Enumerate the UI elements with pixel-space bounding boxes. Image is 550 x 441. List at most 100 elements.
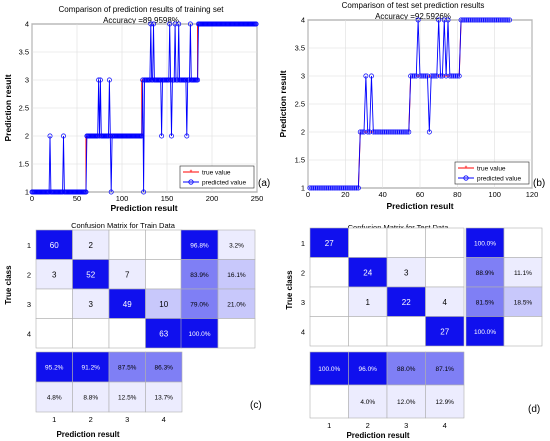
panel-a-x-ticks: 0 50 100 150 200 250 xyxy=(30,194,263,203)
a-x-tick-label: 150 xyxy=(161,194,174,203)
c-col-summary-value: 8.8% xyxy=(83,395,98,402)
panel-a-series xyxy=(29,21,259,195)
b-predicted-point xyxy=(367,129,373,135)
b-predicted-point xyxy=(484,17,490,23)
b-predicted-point xyxy=(497,17,503,23)
b-predicted-point xyxy=(408,73,414,79)
panel-c-title: Confusion Matrix for Train Data xyxy=(71,221,176,230)
b-predicted-point xyxy=(333,185,339,191)
d-col-summary-cell xyxy=(425,351,465,386)
b-y-tick-label: 3 xyxy=(301,72,305,81)
d-col-summary-value: 4.0% xyxy=(360,399,375,406)
a-predicted-point xyxy=(148,21,154,27)
c-cell xyxy=(108,259,146,290)
d-row-summary-value: 100.0% xyxy=(474,240,496,247)
a-predicted-point xyxy=(253,21,259,27)
a-predicted-point xyxy=(172,21,178,27)
b-predicted-point xyxy=(391,129,397,135)
c-row-summary-cell xyxy=(180,288,219,319)
d-cell xyxy=(348,257,388,288)
b-predicted-point xyxy=(352,185,358,191)
c-cell xyxy=(145,288,183,319)
b-predicted-point xyxy=(344,185,350,191)
b-predicted-point xyxy=(495,17,501,23)
panel-c-confusion-matrix: Confusion Matrix for Train Data 60 2 1 3 52 7… xyxy=(4,221,262,439)
b-predicted-point xyxy=(322,185,328,191)
b-predicted-point xyxy=(492,17,498,23)
a-predicted-point xyxy=(83,189,89,195)
panel-d-xlabel: Prediction result xyxy=(346,431,409,440)
a-y-tick-label: 4 xyxy=(25,20,29,29)
c-col-summary-cell xyxy=(35,381,73,413)
d-cell xyxy=(425,316,465,347)
d-col-class-label: 3 xyxy=(404,421,408,430)
panel-a-subtitle: Accuracy =89.9598% xyxy=(103,16,179,25)
b-predicted-point xyxy=(488,17,494,23)
b-predicted-point xyxy=(494,17,499,23)
b-x-tick-label: 120 xyxy=(526,190,539,199)
b-predicted-point xyxy=(313,185,318,191)
d-col-summary-value: 12.9% xyxy=(436,399,455,406)
b-predicted-point xyxy=(499,17,505,23)
c-cell xyxy=(35,318,73,349)
b-predicted-point xyxy=(350,185,356,191)
b-y-tick-label: 3.5 xyxy=(295,44,305,53)
b-predicted-point xyxy=(443,73,449,79)
a-predicted-point xyxy=(47,133,53,139)
c-cell xyxy=(108,288,146,319)
a-x-tick-label: 0 xyxy=(30,194,34,203)
b-predicted-point xyxy=(449,73,455,79)
b-predicted-point xyxy=(486,17,492,23)
d-cell xyxy=(309,286,349,317)
b-predicted-point xyxy=(359,129,365,135)
b-predicted-point xyxy=(335,185,341,191)
c-col-summary-cell xyxy=(145,351,183,383)
b-predicted-point xyxy=(320,185,326,191)
b-predicted-point xyxy=(339,185,345,191)
b-y-tick-label: 1.5 xyxy=(295,156,305,165)
b-predicted-point xyxy=(385,129,391,135)
b-predicted-point xyxy=(370,129,376,135)
c-col-summary-cell xyxy=(145,381,183,413)
b-predicted-point xyxy=(456,73,462,79)
panel-a-y-ticks: 1 1.5 2 2.5 3 3.5 4 xyxy=(19,20,29,197)
b-predicted-point xyxy=(430,73,436,79)
b-predicted-point xyxy=(389,129,395,135)
b-predicted-point xyxy=(363,73,369,79)
b-predicted-point xyxy=(503,17,509,23)
panel-a-legend: * true value predicted value xyxy=(179,165,255,189)
a-predicted-point xyxy=(96,77,102,83)
panel-a-legend-true-marker: * xyxy=(190,170,193,177)
b-predicted-point xyxy=(346,185,352,191)
b-predicted-point xyxy=(458,17,464,23)
c-cell xyxy=(145,318,183,349)
c-row-summary-cell xyxy=(180,229,219,260)
c-col-summary-value: 87.5% xyxy=(118,365,137,372)
b-predicted-point xyxy=(326,185,331,191)
c-col-summary-cell xyxy=(35,351,73,383)
a-y-tick-label: 1.5 xyxy=(19,160,29,169)
c-cell xyxy=(145,229,183,260)
panel-b-subtitle: Accuracy =92.5926% xyxy=(375,12,451,21)
b-predicted-point xyxy=(316,185,322,191)
b-predicted-point xyxy=(505,17,511,23)
c-col-summary-cell xyxy=(108,381,146,413)
a-y-tick-label: 2 xyxy=(25,132,29,141)
panel-a-line-chart: Comparison of prediction results of trai… xyxy=(3,5,270,213)
b-predicted-point xyxy=(365,129,371,135)
c-cell xyxy=(72,229,110,260)
d-col-summary-value: 100.0% xyxy=(318,366,340,373)
c-cell xyxy=(35,259,73,290)
c-cell xyxy=(72,259,110,290)
b-y-tick-label: 1 xyxy=(301,184,305,193)
c-col-class-label: 1 xyxy=(52,415,56,424)
c-col-summary-value: 4.8% xyxy=(47,395,62,402)
b-predicted-point xyxy=(372,129,378,135)
a-x-tick-label: 200 xyxy=(206,194,219,203)
panel-a-title: Comparison of prediction results of trai… xyxy=(59,5,225,14)
d-cell xyxy=(309,257,349,288)
d-cell xyxy=(348,316,388,347)
b-predicted-point xyxy=(355,185,361,191)
panel-b-y-ticks: 1 1.5 2 2.5 3 3.5 4 xyxy=(295,16,305,193)
